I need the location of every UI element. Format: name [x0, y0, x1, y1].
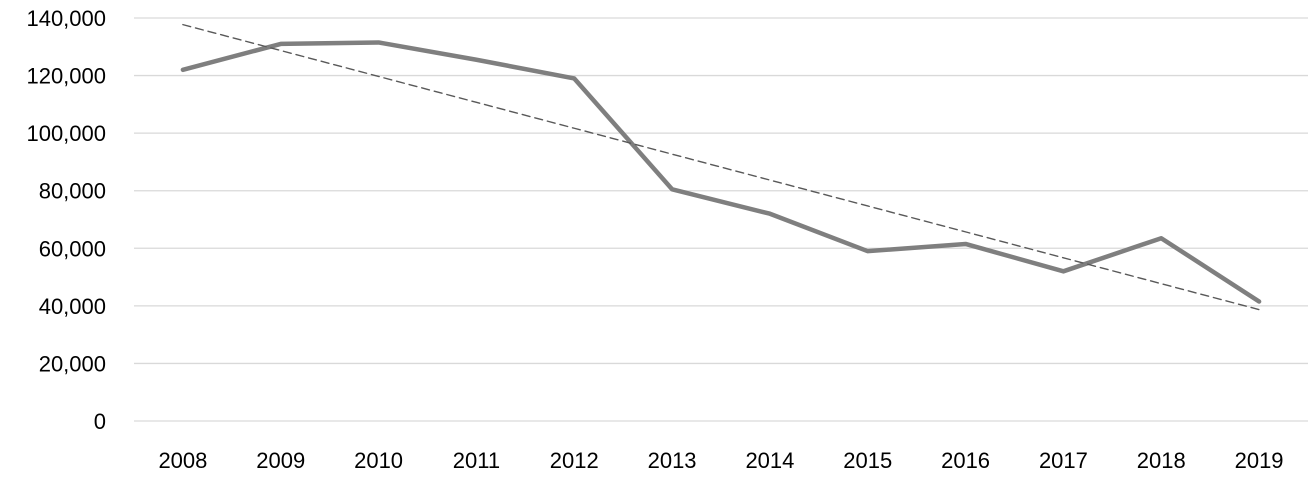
y-tick-label: 140,000 [26, 6, 106, 31]
x-tick-label: 2015 [843, 448, 892, 473]
y-tick-label: 120,000 [26, 64, 106, 89]
x-tick-label: 2011 [453, 448, 500, 473]
y-tick-label: 0 [94, 409, 106, 434]
gridlines [134, 17, 1308, 422]
y-tick-label: 80,000 [39, 179, 106, 204]
x-tick-label: 2016 [941, 448, 990, 473]
x-tick-label: 2017 [1039, 448, 1088, 473]
series-line-trend [182, 23, 1260, 311]
y-tick-label: 100,000 [26, 121, 106, 146]
y-tick-label: 40,000 [39, 294, 106, 319]
y-axis-tick-labels: 0 20,000 40,000 60,000 80,000 100,000 120,000 1… [26, 6, 106, 434]
x-tick-label: 2010 [354, 448, 403, 473]
x-tick-label: 2018 [1137, 448, 1186, 473]
series-layer [180, 23, 1262, 311]
x-tick-label: 2009 [256, 448, 305, 473]
x-tick-label: 2013 [648, 448, 697, 473]
x-tick-label: 2012 [550, 448, 599, 473]
y-tick-label: 60,000 [39, 236, 106, 261]
x-axis-tick-labels: 2008 2009 2010 2011 2012 2013 2014 2015 2016 2017… [158, 448, 1283, 473]
series-line-values [180, 40, 1262, 304]
y-tick-label: 20,000 [39, 351, 106, 376]
x-tick-label: 2019 [1235, 448, 1284, 473]
x-tick-label: 2014 [745, 448, 794, 473]
x-tick-label: 2008 [158, 448, 207, 473]
